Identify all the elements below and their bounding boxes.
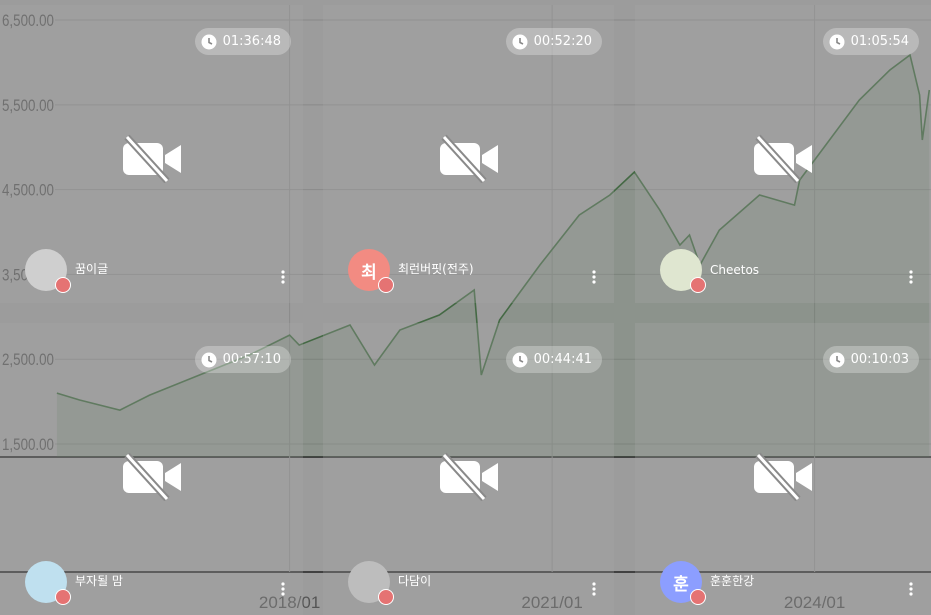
camera-off-icon — [438, 133, 500, 184]
timer-text: 00:57:10 — [222, 352, 281, 367]
mic-badge — [690, 589, 706, 605]
participant-tile: 00:10:03 훈 훈훈한강 — [635, 323, 931, 615]
mic-badge — [378, 589, 394, 605]
more-menu[interactable] — [592, 270, 596, 287]
participant-avatar: 훈 — [660, 561, 706, 605]
avatar-initial: 최 — [361, 262, 377, 283]
participant-avatar: 최 — [348, 249, 394, 293]
camera-off-glyph — [754, 452, 812, 502]
camera-off-glyph — [439, 452, 498, 502]
timer-text: 00:10:03 — [850, 352, 909, 367]
participant-tile: 01:36:48 꿈이글 — [0, 5, 303, 303]
clock-icon — [512, 34, 528, 49]
participant-avatar — [660, 249, 706, 293]
call-timer: 00:44:41 — [505, 346, 602, 373]
timer-text: 00:44:41 — [533, 352, 592, 367]
call-timer: 01:05:54 — [822, 28, 919, 55]
mic-badge — [378, 277, 394, 293]
more-menu[interactable] — [909, 270, 913, 287]
participant-tile: 01:05:54 Cheetos — [635, 5, 931, 303]
camera-off-glyph — [754, 134, 812, 184]
clock-icon — [829, 34, 845, 49]
timer-text: 01:36:48 — [222, 34, 281, 49]
clock-icon — [201, 352, 217, 367]
clock-icon — [829, 352, 845, 367]
participant-avatar — [25, 249, 71, 293]
mic-badge — [55, 589, 71, 605]
call-timer: 01:36:48 — [194, 28, 291, 55]
mic-badge — [690, 277, 706, 293]
more-menu[interactable] — [909, 582, 913, 599]
timer-text: 00:52:20 — [533, 34, 592, 49]
more-menu[interactable] — [592, 582, 596, 599]
call-timer: 00:10:03 — [822, 346, 919, 373]
timer-text: 01:05:54 — [850, 34, 909, 49]
mic-badge — [55, 277, 71, 293]
camera-off-icon — [752, 451, 814, 502]
camera-off-icon — [121, 133, 183, 184]
call-timer: 00:57:10 — [194, 346, 291, 373]
participant-name: 꿈이글 — [75, 262, 109, 276]
camera-off-glyph — [122, 452, 181, 502]
clock-icon — [201, 34, 217, 49]
camera-off-icon — [121, 451, 183, 502]
more-menu[interactable] — [281, 582, 285, 599]
participant-name: 부자될 맘 — [75, 574, 123, 588]
participant-tile: 00:52:20 최 최런버핏(전주) — [323, 5, 614, 303]
camera-off-icon — [752, 133, 814, 184]
more-menu[interactable] — [281, 270, 285, 287]
participant-tile: 00:57:10 부자될 맘 — [0, 323, 303, 615]
participant-name: 훈훈한강 — [710, 574, 755, 588]
camera-off-glyph — [439, 134, 498, 184]
participant-name: Cheetos — [710, 263, 760, 277]
participant-avatar — [348, 561, 394, 605]
clock-icon — [512, 352, 528, 367]
avatar-initial: 훈 — [673, 574, 689, 595]
participant-name: 최런버핏(전주) — [398, 262, 474, 276]
camera-off-icon — [438, 451, 500, 502]
call-timer: 00:52:20 — [505, 28, 602, 55]
camera-off-glyph — [122, 134, 181, 184]
participant-avatar — [25, 561, 71, 605]
participant-tile: 00:44:41 다담이 — [323, 323, 614, 615]
participant-name: 다담이 — [398, 574, 432, 588]
